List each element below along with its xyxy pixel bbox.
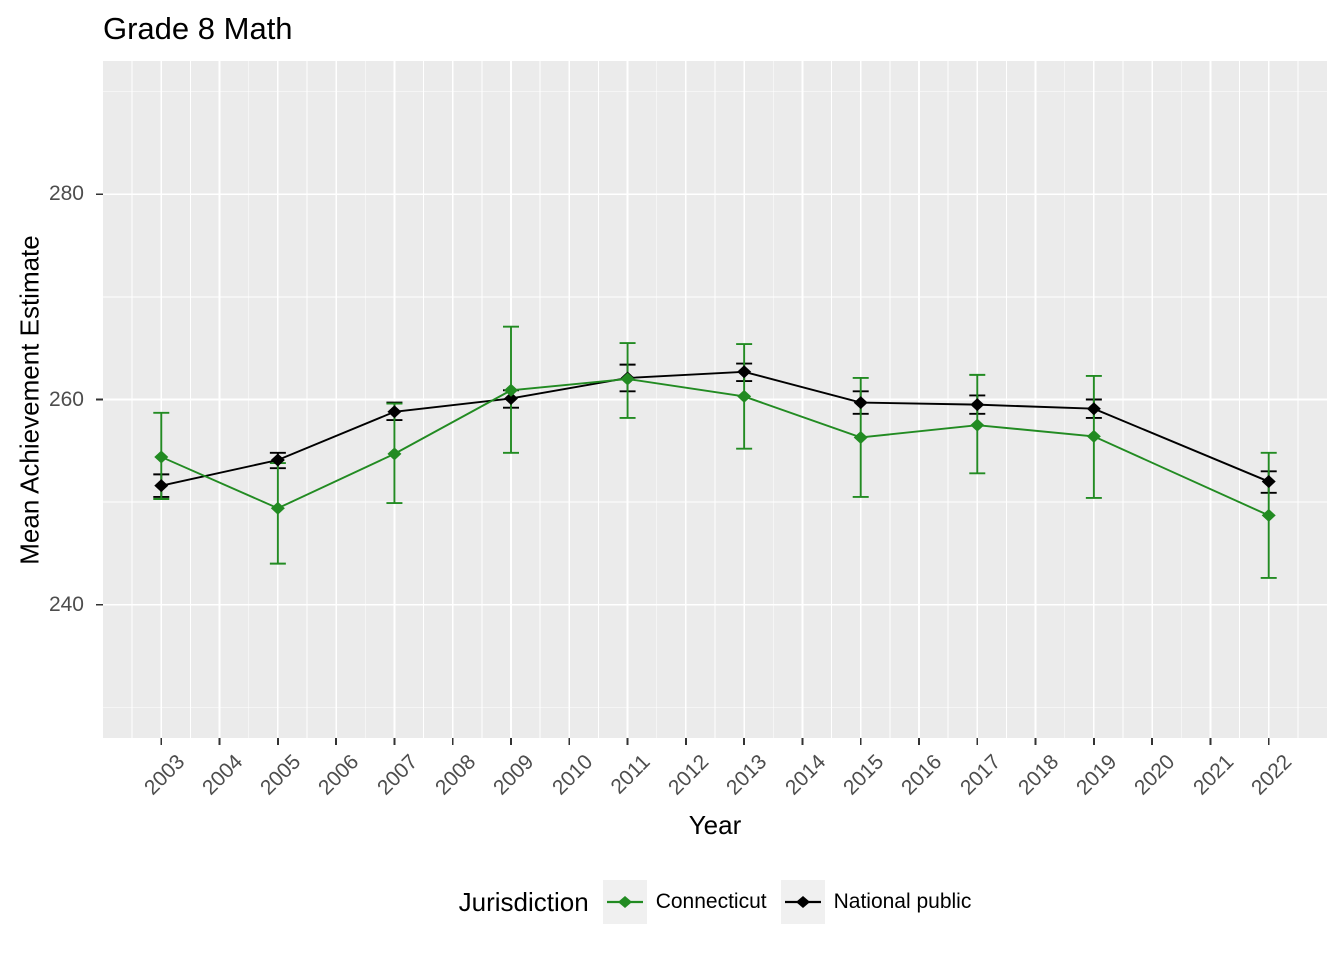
y-tick-label: 280	[48, 182, 84, 206]
legend-item-label: Connecticut	[655, 890, 767, 913]
y-axis-title: Mean Achievement Estimate	[14, 235, 45, 565]
legend-items: Connecticut National public	[602, 880, 972, 924]
y-tick-label: 240	[48, 592, 84, 616]
legend-item: Connecticut	[602, 880, 767, 924]
legend: Jurisdiction Connecticut National public	[103, 880, 1327, 924]
chart-title: Grade 8 Math	[103, 11, 293, 46]
legend-title: Jurisdiction	[458, 886, 589, 917]
legend-key-icon	[780, 880, 825, 924]
legend-key-icon	[602, 880, 647, 924]
x-axis-title: Year	[688, 810, 742, 840]
y-tick-label: 260	[48, 387, 84, 411]
legend-item: National public	[780, 880, 972, 924]
legend-item-label: National public	[833, 890, 972, 913]
